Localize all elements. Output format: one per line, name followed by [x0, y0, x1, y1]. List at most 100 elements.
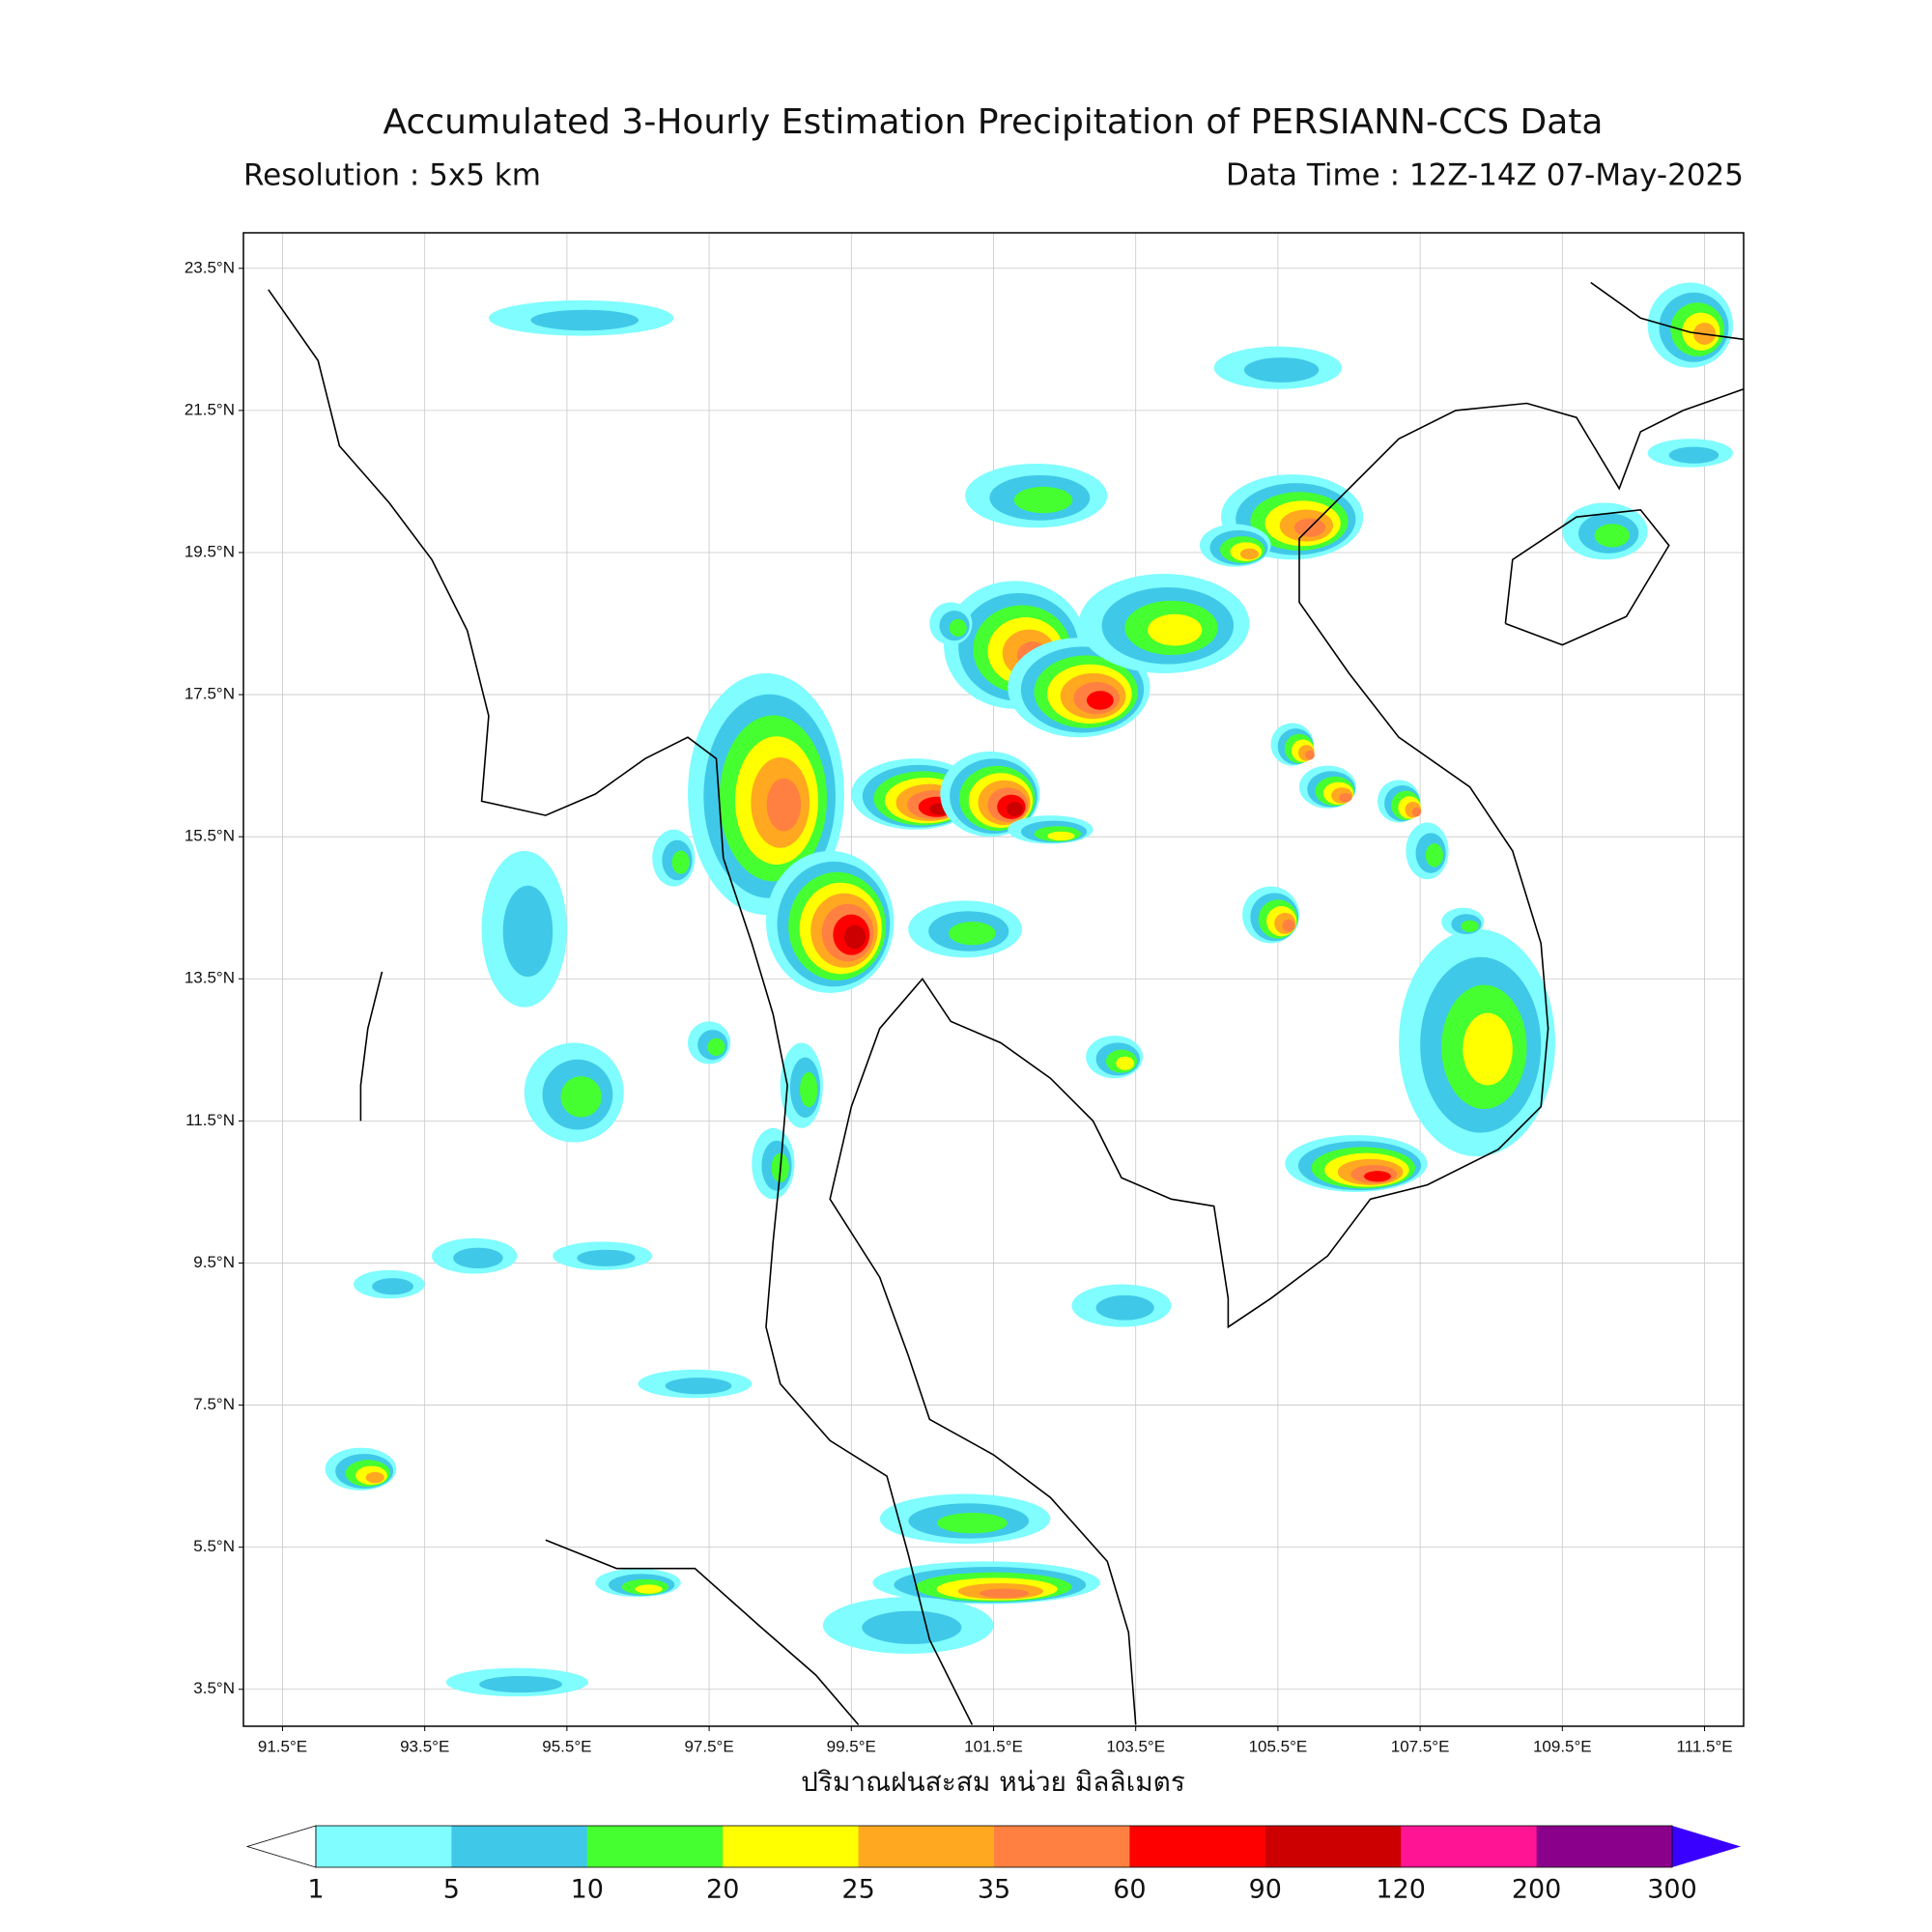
coastline: [359, 971, 384, 1122]
rain-field: [325, 282, 1733, 1697]
rain-cell: [1411, 807, 1422, 817]
rain-cell: [766, 778, 802, 832]
colorbar-segment: [1536, 1826, 1673, 1867]
y-tick-label: 3.5°N: [193, 1679, 235, 1697]
data-time: Data Time : 12Z-14Z 07-May-2025: [1226, 158, 1744, 193]
coastline: [1590, 281, 1744, 341]
colorbar-segment: [1264, 1826, 1402, 1867]
coastline: [268, 289, 974, 1725]
x-tick-label: 97.5°E: [684, 1737, 733, 1755]
x-tick-label: 93.5°E: [400, 1737, 449, 1755]
y-tick-label: 23.5°N: [185, 258, 235, 276]
rain-cell: [843, 924, 867, 950]
colorbar-outline: [315, 1825, 1673, 1868]
rain-cell: [1086, 691, 1114, 710]
rain-cell: [949, 618, 967, 638]
rain-cell: [1364, 1171, 1391, 1182]
colorbar: 1 5 10 20 25 35 60 90 120 200 300: [245, 1825, 1741, 1905]
rain-cell: [979, 1588, 1030, 1599]
colorbar-segment: [994, 1826, 1130, 1867]
rain-cell: [1006, 802, 1024, 816]
colorbar-label: 1: [307, 1875, 324, 1905]
rain-cell: [937, 1513, 1008, 1534]
y-tick-label: 11.5°N: [185, 1111, 235, 1129]
y-tick-label: 21.5°N: [185, 400, 235, 418]
x-tick-label: 109.5°E: [1533, 1737, 1592, 1755]
rain-cell: [530, 309, 639, 331]
rain-cell: [1463, 1012, 1513, 1086]
colorbar-segment: [451, 1826, 588, 1867]
y-tick-label: 19.5°N: [185, 542, 235, 560]
rain-cell: [1243, 357, 1320, 383]
colorbar-label: 25: [841, 1875, 874, 1905]
coastline: [1504, 508, 1670, 646]
rain-cell: [1339, 792, 1352, 803]
x-tick-label: 107.5°E: [1391, 1737, 1450, 1755]
colorbar-label: 60: [1113, 1875, 1146, 1905]
colorbar-segment: [586, 1826, 724, 1867]
rain-cell: [949, 922, 996, 946]
colorbar-label: 35: [978, 1875, 1010, 1905]
colorbar-label: 20: [706, 1875, 739, 1905]
colorbar-label: 200: [1512, 1875, 1562, 1905]
rain-cell: [1116, 1056, 1135, 1070]
rain-cell: [372, 1278, 414, 1295]
rain-cell: [1013, 486, 1073, 514]
rain-cell: [1461, 920, 1479, 932]
colorbar-label: 10: [571, 1875, 604, 1905]
resolution: Resolution : 5x5 km: [243, 158, 541, 193]
x-axis-label: ปริมาณฝนสะสม หน่วย มิลลิเมตร: [801, 1766, 1185, 1798]
rain-cell: [502, 885, 554, 978]
coastline: [829, 388, 1744, 1725]
colorbar-segment: [316, 1826, 452, 1867]
rain-cell: [365, 1471, 384, 1484]
colorbar-segment: [1401, 1826, 1538, 1867]
rain-cell: [1305, 750, 1315, 760]
colorbar-label: 120: [1376, 1875, 1426, 1905]
rain-cell: [707, 1037, 725, 1056]
rain-cell: [479, 1676, 562, 1693]
colorbar-under: [245, 1825, 317, 1868]
y-tick-label: 9.5°N: [193, 1253, 235, 1271]
rain-cell: [1282, 919, 1295, 932]
coastlines: [268, 281, 1744, 1726]
rain-cell: [1239, 548, 1260, 560]
colorbar-over: [1672, 1826, 1741, 1867]
y-tick-label: 13.5°N: [185, 969, 235, 987]
y-tick-label: 7.5°N: [193, 1395, 235, 1413]
rain-cell: [665, 1378, 732, 1395]
colorbar-label: 90: [1249, 1875, 1282, 1905]
rain-cell: [1095, 1294, 1154, 1321]
colorbar-label: 5: [443, 1875, 460, 1905]
rain-cell: [1047, 831, 1075, 841]
x-tick-label: 111.5°E: [1676, 1737, 1732, 1755]
x-tick-label: 91.5°E: [258, 1737, 307, 1755]
rain-cell: [671, 850, 690, 874]
colorbar-segment: [858, 1826, 995, 1867]
map-title: Accumulated 3-Hourly Estimation Precipit…: [384, 102, 1604, 142]
rain-cell: [577, 1249, 636, 1266]
colorbar-segment: [1129, 1826, 1266, 1867]
y-tick-label: 15.5°N: [185, 827, 235, 845]
y-tick-label: 5.5°N: [193, 1537, 235, 1555]
rain-cell: [1668, 446, 1719, 464]
colorbar-label: 300: [1647, 1875, 1697, 1905]
rain-cell: [862, 1610, 962, 1644]
rain-cell: [1148, 613, 1203, 646]
rain-cell: [1594, 524, 1631, 548]
x-tick-label: 105.5°E: [1249, 1737, 1308, 1755]
x-tick-label: 103.5°E: [1106, 1737, 1165, 1755]
rain-cell: [800, 1071, 818, 1108]
coastline: [545, 1539, 860, 1726]
ticks: 91.5°E 93.5°E 95.5°E 97.5°E 99.5°E 101.5°E 103…: [185, 258, 1733, 1755]
x-tick-label: 95.5°E: [542, 1737, 591, 1755]
rain-cell: [560, 1076, 602, 1118]
x-tick-label: 99.5°E: [827, 1737, 876, 1755]
rain-cell: [635, 1584, 663, 1594]
rain-cell: [453, 1247, 503, 1269]
x-tick-label: 101.5°E: [964, 1737, 1023, 1755]
rain-cell: [1425, 843, 1443, 867]
colorbar-segment: [723, 1826, 860, 1867]
y-tick-label: 17.5°N: [185, 685, 235, 703]
